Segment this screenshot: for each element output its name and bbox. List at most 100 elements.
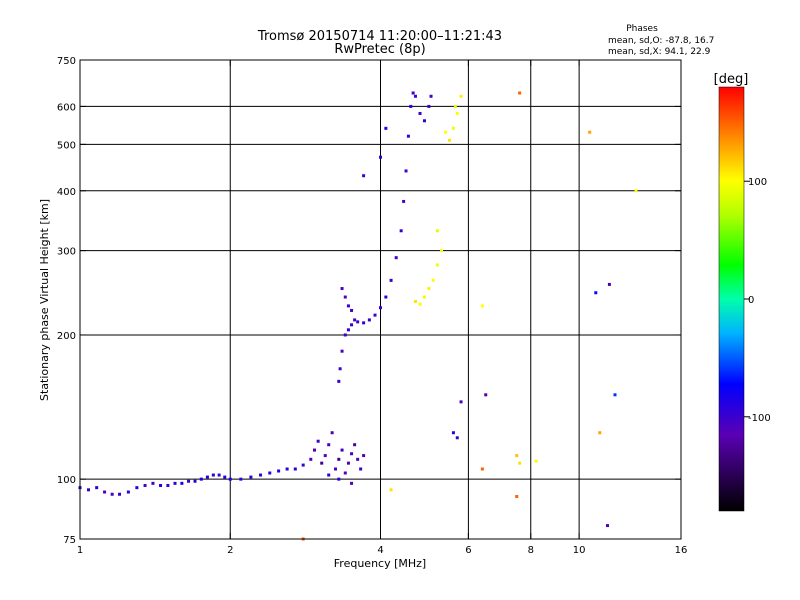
data-point — [534, 459, 538, 463]
data-point — [356, 320, 360, 324]
data-point — [337, 379, 341, 383]
data-point — [418, 111, 422, 115]
data-point — [193, 479, 197, 483]
stats-o: mean, sd,O: -87.8, 16.7 — [608, 36, 714, 46]
data-point — [340, 448, 344, 452]
gridlines — [80, 60, 681, 539]
data-point — [337, 477, 341, 481]
data-point — [223, 475, 227, 479]
chart-title: Tromsø 20150714 11:20:00–11:21:43 — [257, 29, 502, 44]
data-point — [285, 467, 289, 471]
data-point — [343, 333, 347, 337]
data-point — [277, 469, 281, 473]
data-point — [480, 467, 484, 471]
data-point — [384, 295, 388, 299]
data-point — [330, 431, 334, 435]
data-point — [205, 475, 209, 479]
data-point — [404, 169, 408, 173]
data-point — [217, 473, 221, 477]
x-tick-label: 16 — [675, 545, 688, 556]
data-point — [187, 479, 191, 483]
y-tick-label: 200 — [57, 331, 76, 342]
data-point — [455, 436, 459, 440]
data-point — [340, 287, 344, 291]
data-point — [309, 457, 313, 461]
data-point — [323, 454, 327, 458]
data-point — [327, 473, 331, 477]
data-point — [455, 111, 459, 115]
y-axis: 75 100 200 300 400 500 600 750 — [57, 56, 681, 546]
data-point — [394, 256, 398, 260]
data-point — [413, 94, 417, 98]
data-point — [249, 475, 253, 479]
data-point — [268, 471, 272, 475]
y-tick-label: 400 — [57, 187, 76, 198]
data-point — [379, 306, 382, 310]
data-point — [95, 486, 99, 490]
data-point — [515, 454, 519, 458]
stats-x: mean, sd,X: 94.1, 22.9 — [608, 47, 711, 57]
data-point — [337, 457, 341, 461]
data-point — [459, 94, 463, 98]
data-point — [126, 490, 130, 494]
colorbar-tick-label: 100 — [748, 177, 767, 188]
data-point — [228, 477, 232, 481]
data-point — [320, 461, 324, 465]
data-point — [87, 488, 91, 492]
data-point — [384, 126, 388, 130]
data-point — [159, 483, 163, 487]
data-point — [613, 393, 617, 397]
data-point — [312, 448, 316, 452]
chart-subtitle: RwPretec (8p) — [334, 42, 425, 57]
y-tick-label: 600 — [57, 102, 76, 113]
data-point — [359, 467, 363, 471]
data-point — [399, 229, 403, 233]
data-point — [607, 282, 611, 286]
x-axis: 1 2 4 6 8 10 16 — [77, 60, 688, 556]
data-point — [293, 467, 297, 471]
data-point — [515, 494, 519, 498]
colorbar-tick-label: 0 — [748, 295, 754, 306]
colorbar-tick-label: -100 — [748, 413, 771, 424]
x-tick-label: 10 — [573, 545, 586, 556]
data-point — [340, 349, 344, 353]
data-point — [422, 295, 426, 299]
data-point — [350, 481, 354, 485]
data-point — [327, 443, 331, 447]
data-point — [440, 249, 444, 253]
data-point — [333, 467, 337, 471]
data-point — [634, 189, 638, 193]
data-point — [409, 104, 413, 108]
data-point — [606, 524, 610, 528]
y-tick-label: 500 — [57, 140, 76, 151]
data-point — [448, 138, 452, 142]
data-point — [451, 126, 455, 130]
y-tick-label: 100 — [57, 475, 76, 486]
data-point — [411, 91, 415, 95]
data-point — [211, 473, 215, 477]
data-point — [143, 483, 147, 487]
data-point — [422, 119, 426, 123]
y-tick-label: 300 — [57, 247, 76, 258]
x-tick-label: 2 — [227, 545, 233, 556]
data-point — [518, 461, 522, 465]
data-point — [367, 318, 371, 322]
x-tick-label: 6 — [465, 545, 471, 556]
data-point — [166, 483, 170, 487]
colorbar-ticks: 100 0 -100 — [744, 177, 771, 424]
data-point — [362, 454, 366, 458]
data-point — [180, 481, 184, 485]
data-point — [518, 91, 522, 95]
data-point — [110, 492, 114, 496]
data-point — [135, 486, 139, 490]
data-point — [301, 463, 305, 467]
data-point — [239, 477, 243, 481]
data-point — [350, 323, 354, 327]
data-point — [346, 328, 350, 332]
data-point — [406, 134, 410, 138]
data-point — [350, 452, 354, 456]
x-tick-label: 1 — [77, 545, 83, 556]
data-point — [151, 481, 155, 485]
data-point — [594, 291, 598, 295]
